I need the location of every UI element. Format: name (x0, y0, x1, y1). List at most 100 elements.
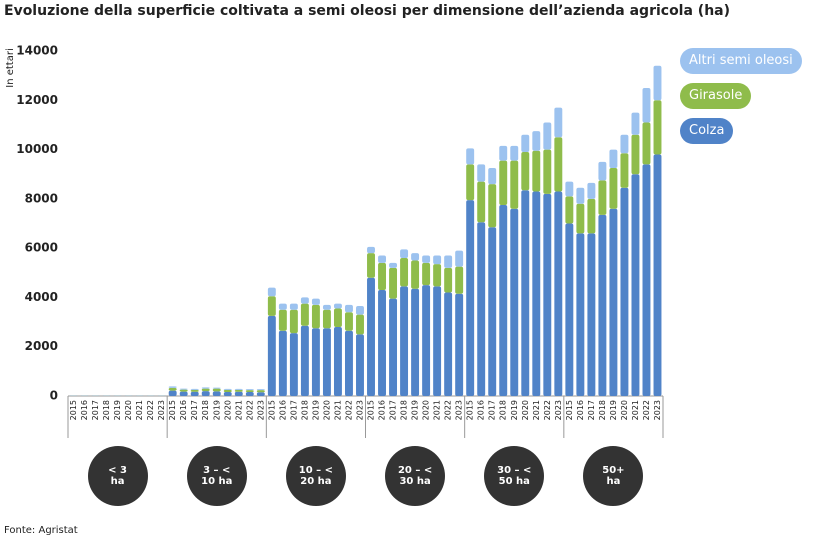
bar-segment (345, 304, 353, 313)
bar-segment (212, 387, 221, 389)
x-tick-label: 2020 (223, 400, 232, 420)
bar-segment (367, 246, 375, 254)
bar-segment (378, 262, 386, 291)
bar-segment (400, 249, 409, 258)
x-tick-label: 2020 (322, 400, 331, 420)
bar-segment (576, 187, 585, 204)
x-tick-label: 2020 (422, 400, 431, 420)
bar-segment (477, 222, 486, 396)
x-tick-label: 2020 (620, 400, 629, 420)
x-tick-label: 2018 (499, 400, 508, 420)
bar-segment (422, 285, 431, 396)
bar-segment (554, 191, 563, 396)
legend-item: Colza (680, 118, 734, 144)
bar-segment (620, 153, 629, 188)
bar-segment (345, 312, 353, 331)
bar-segment (411, 288, 420, 396)
x-tick-label: 2021 (532, 400, 541, 420)
bar-segment (565, 196, 574, 224)
bar-segment (289, 333, 298, 396)
bar-segment (444, 255, 453, 268)
bar-segment (367, 253, 375, 278)
bar-segment (389, 298, 398, 396)
bar-segment (653, 100, 662, 155)
x-tick-label: 2018 (201, 400, 210, 420)
bar-segment (201, 391, 210, 396)
bar-segment (642, 87, 651, 123)
bar-segment (400, 286, 409, 396)
x-tick-label: 2021 (135, 400, 144, 420)
x-tick-label: 2019 (212, 400, 221, 420)
y-tick-label: 14000 (16, 44, 58, 58)
bar-segment (455, 266, 464, 294)
x-tick-label: 2018 (598, 400, 607, 420)
bar-segment (565, 223, 574, 396)
bar-segment (587, 182, 596, 199)
bar-segment (653, 65, 662, 101)
bar-segment (411, 260, 420, 289)
bar-segment (422, 255, 431, 263)
bar-segment (510, 145, 519, 161)
bar-segment (256, 389, 265, 391)
bar-segment (289, 303, 298, 310)
chart-title: Evoluzione della superficie coltivata a … (4, 3, 730, 19)
bar-segment (168, 390, 177, 396)
legend-item: Girasole (680, 83, 752, 109)
bar-segment (631, 134, 640, 175)
bar-segment (378, 290, 386, 396)
y-tick-label: 2000 (25, 339, 58, 353)
bar-segment (488, 227, 497, 396)
bar-segment (311, 304, 320, 329)
x-tick-label: 2017 (91, 400, 100, 420)
x-tick-label: 2016 (477, 400, 486, 420)
bar-segment (433, 255, 442, 265)
bar-segment (234, 391, 243, 396)
x-tick-label: 2017 (389, 400, 398, 420)
bar-segment (234, 388, 243, 390)
bar-segment (300, 325, 309, 396)
x-tick-label: 2023 (554, 400, 563, 420)
bar-segment (245, 390, 254, 393)
x-tick-label: 2022 (642, 400, 651, 420)
bar-segment (455, 250, 464, 267)
bar-segment (333, 303, 342, 309)
bar-segment (576, 233, 585, 396)
bar-segment (190, 389, 199, 392)
bar-segment (168, 386, 177, 388)
x-tick-label: 2015 (367, 400, 376, 420)
y-tick-label: 6000 (25, 241, 58, 255)
bar-segment (267, 287, 276, 297)
bar-segment (190, 391, 199, 396)
bar-segment (587, 233, 596, 396)
bar-segment (444, 292, 453, 396)
x-tick-label: 2019 (411, 400, 420, 420)
bar-segment (554, 137, 563, 192)
x-tick-label: 2023 (653, 400, 662, 420)
bar-segment (223, 388, 232, 390)
bar-segment (322, 328, 331, 396)
x-tick-label: 2018 (400, 400, 409, 420)
bar-segment (521, 134, 530, 153)
bar-segment (499, 145, 508, 161)
bar-segment (598, 180, 607, 215)
x-tick-label: 2022 (146, 400, 155, 420)
bar-segment (422, 262, 431, 286)
bar-segment (333, 308, 342, 327)
y-tick-label: 10000 (16, 142, 58, 156)
bar-segment (543, 149, 552, 194)
bar-segment (168, 387, 177, 391)
x-tick-label: 2016 (80, 400, 89, 420)
y-tick-label: 8000 (25, 191, 58, 205)
bar-segment (245, 389, 254, 391)
bar-segment (532, 191, 541, 396)
bar-segment (499, 205, 508, 396)
x-tick-label: 2015 (565, 400, 574, 420)
x-tick-label: 2023 (455, 400, 464, 420)
bar-segment (223, 392, 232, 396)
bar-segment (223, 389, 232, 393)
bar-segment (179, 388, 188, 390)
bar-segment (311, 298, 320, 305)
bar-segment (521, 152, 530, 191)
x-tick-label: 2019 (510, 400, 519, 420)
